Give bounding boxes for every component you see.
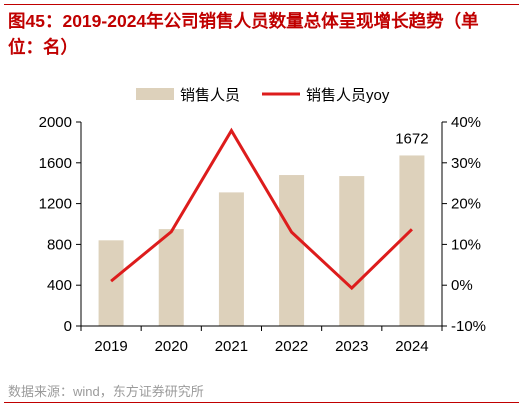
data-label-2024: 1672: [395, 130, 428, 147]
bar-2024: [399, 155, 425, 326]
axes: 0 400 800 1200 1600 2000 -10% 0% 10% 20% 30% 40% 201…: [39, 114, 486, 355]
chart-title: 图45：2019-2024年公司销售人员数量总体呈现增长趋势（单位：名）: [8, 11, 479, 57]
bottom-rule: [4, 402, 519, 403]
bar-2020: [158, 229, 184, 326]
y-right-tick-label: -10%: [451, 318, 486, 335]
y-left-tick-label: 1600: [39, 155, 72, 172]
y-right-tick-label: 30%: [451, 155, 481, 172]
bar-2023: [339, 176, 365, 326]
x-tick-label-2020: 2020: [155, 338, 188, 355]
legend-bar-swatch: [136, 88, 174, 100]
x-tick-label-2021: 2021: [215, 338, 248, 355]
bar-2022: [279, 175, 305, 326]
legend: 销售人员 销售人员yoy: [136, 87, 390, 104]
legend-bar-label: 销售人员: [180, 87, 240, 104]
bar-series: [98, 155, 425, 326]
y-right-tick-label: 10%: [451, 236, 481, 253]
source-note: 数据来源：wind，东方证券研究所: [8, 384, 204, 399]
x-tick-label-2022: 2022: [275, 338, 308, 355]
bar-2021: [218, 192, 244, 326]
x-tick-label-2023: 2023: [335, 338, 368, 355]
top-rule: [4, 4, 519, 5]
y-right-tick-label: 40%: [451, 114, 481, 131]
line-series: [110, 127, 413, 291]
data-labels: 1672: [395, 130, 428, 147]
yoy-line: [110, 127, 413, 291]
bar-2019: [98, 240, 124, 326]
y-right-tick-label: 0%: [451, 277, 473, 294]
legend-line-label: 销售人员yoy: [306, 87, 390, 104]
y-left-tick-label: 1200: [39, 196, 72, 213]
y-left-tick-label: 0: [64, 318, 72, 335]
y-left-tick-label: 800: [47, 236, 72, 253]
x-tick-label-2024: 2024: [395, 338, 428, 355]
y-left-tick-label: 400: [47, 277, 72, 294]
x-tick-label-2019: 2019: [94, 338, 127, 355]
y-left-tick-label: 2000: [39, 114, 72, 131]
y-right-tick-label: 20%: [451, 196, 481, 213]
